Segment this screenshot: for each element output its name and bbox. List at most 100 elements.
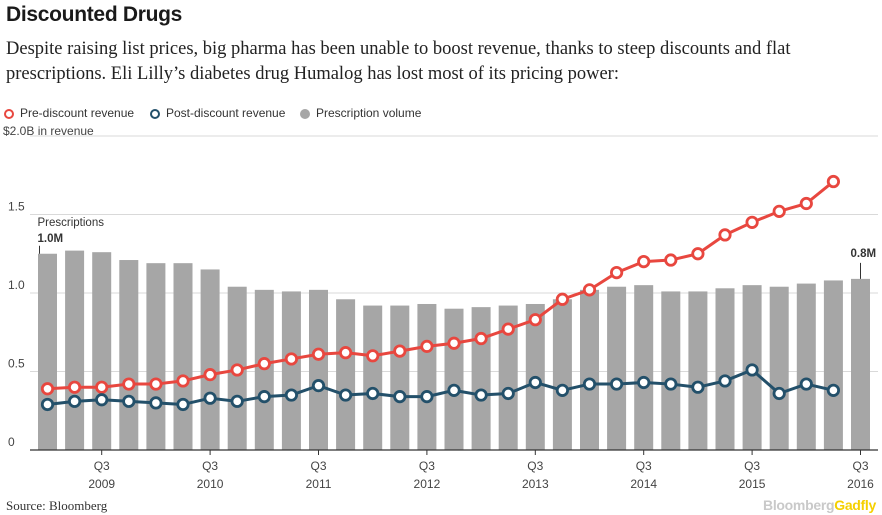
bar-prescription-volume [119,260,139,450]
point-post-discount [745,363,759,377]
point-post-discount [203,391,217,405]
point-pre-discount [393,344,407,358]
point-pre-discount [420,339,434,353]
point-pre-discount [799,196,813,211]
point-post-discount [474,388,488,402]
bar-prescription-volume [281,291,301,450]
point-post-discount [691,380,705,394]
point-pre-discount [338,346,353,360]
legend-marker-prescription-volume [300,109,310,119]
point-pre-discount [826,174,841,189]
x-tick-year: 2012 [414,477,441,491]
bar-prescription-volume [634,285,654,450]
x-tick-quarter: Q3 [310,459,326,473]
legend-marker-post-discount [150,109,160,119]
point-post-discount [637,375,651,390]
point-pre-discount [501,322,515,336]
annotation-prescriptions-value: 1.0M [38,233,64,245]
bar-prescription-volume [92,252,112,450]
point-pre-discount [637,254,651,269]
point-pre-discount [149,377,163,391]
x-tick-quarter: Q3 [94,459,110,473]
bar-prescription-volume [498,305,518,450]
bar-prescription-volume [336,299,356,450]
bar-prescription-volume [65,250,85,450]
point-post-discount [122,394,136,408]
point-post-discount [68,394,82,408]
source-note: Source: Bloomberg [6,498,108,513]
point-post-discount [420,390,434,404]
bar-prescription-volume [444,308,464,450]
bar-prescription-volume [173,263,193,450]
chart-title: Discounted Drugs [6,3,183,26]
point-pre-discount [582,283,597,297]
point-post-discount [311,379,326,393]
point-post-discount [338,388,353,402]
x-tick-year: 2015 [739,477,766,491]
x-tick-year: 2014 [630,477,657,491]
x-tick-year: 2013 [522,477,549,491]
x-tick-quarter: Q3 [419,459,435,473]
bar-prescription-volume [580,289,599,450]
point-post-discount [447,383,461,397]
point-pre-discount [555,292,570,306]
bar-prescription-volume [552,299,572,450]
point-post-discount [582,377,597,391]
x-tick-quarter: Q3 [744,459,760,473]
point-pre-discount [691,247,705,261]
legend-label-pre-discount: Pre-discount revenue [20,106,135,120]
bar-prescription-volume [688,291,708,450]
point-post-discount [609,377,624,391]
annotation-prescriptions-label: Prescriptions [38,217,105,229]
annotation-end-value: 0.8M [851,248,877,260]
bar-prescription-volume [607,286,627,450]
point-post-discount [40,397,55,412]
point-post-discount [176,397,190,412]
point-pre-discount [40,382,55,396]
legend-label-post-discount: Post-discount revenue [166,106,286,120]
point-pre-discount [474,331,488,346]
point-pre-discount [284,352,298,366]
point-post-discount [366,386,380,401]
x-tick-year: 2010 [197,477,224,491]
point-pre-discount [664,253,678,267]
point-post-discount [799,377,813,391]
point-pre-discount [311,347,326,361]
brand-logo: BloombergGadfly [763,497,876,513]
point-post-discount [95,393,109,407]
point-post-discount [826,383,841,397]
x-tick-quarter: Q3 [852,459,868,473]
legend-item-pre-discount: Pre-discount revenue [4,104,134,122]
point-post-discount [528,375,542,390]
point-pre-discount [203,368,217,382]
point-post-discount [257,390,271,404]
bar-prescription-volume [390,305,410,450]
y-tick-label: 1.0 [8,278,25,292]
point-pre-discount [528,313,542,327]
x-tick-quarter: Q3 [636,459,652,473]
legend-marker-pre-discount [4,109,14,119]
point-post-discount [718,374,732,388]
y-tick-label: 0.5 [8,357,25,371]
bar-prescription-volume [363,305,383,450]
point-post-discount [230,394,244,408]
bar-prescription-volume [796,283,816,450]
brand-part-2: Gadfly [834,497,876,513]
point-post-discount [772,386,786,401]
point-pre-discount [122,377,136,391]
bar-prescription-volume [309,289,328,450]
legend-item-prescription-volume: Prescription volume [300,104,421,122]
point-pre-discount [366,349,380,363]
bar-prescription-volume [38,253,57,450]
bar-prescription-volume [417,303,437,450]
y-tick-label: 0 [8,435,15,449]
point-post-discount [555,383,570,397]
legend-item-post-discount: Post-discount revenue [150,104,285,122]
y-tick-label: 1.5 [8,200,25,214]
y-axis-title: $2.0B in revenue [3,124,94,138]
point-pre-discount [176,374,190,388]
point-pre-discount [718,228,732,242]
point-post-discount [149,396,163,410]
point-pre-discount [447,336,461,350]
point-pre-discount [68,380,82,394]
